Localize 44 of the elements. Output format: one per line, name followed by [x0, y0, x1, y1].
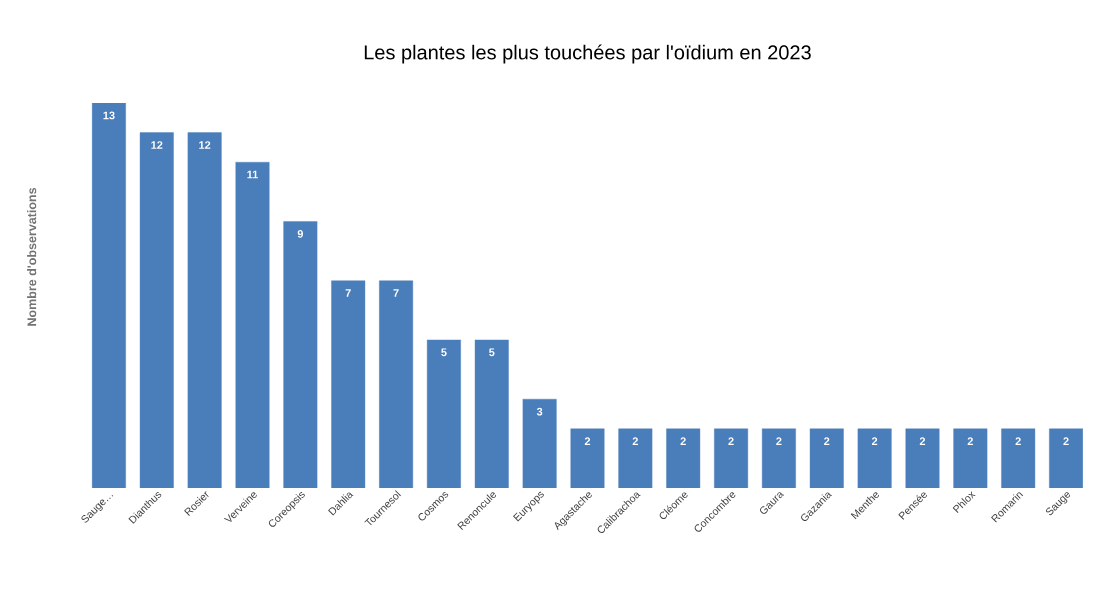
bar [474, 339, 509, 488]
data-label: 13 [103, 111, 115, 120]
data-label: 11 [247, 170, 258, 179]
data-label: 9 [297, 230, 303, 238]
bar [522, 398, 557, 488]
data-label: 2 [1063, 437, 1069, 445]
bar [953, 428, 988, 488]
data-label: 2 [1015, 437, 1021, 445]
bar [857, 428, 892, 488]
bar [235, 162, 270, 488]
bar [283, 221, 318, 488]
bar [139, 132, 174, 488]
data-label: 7 [345, 289, 351, 297]
bar [666, 428, 701, 488]
data-label: 2 [967, 437, 973, 445]
bar [809, 428, 844, 488]
data-label: 2 [776, 437, 782, 445]
data-label: 2 [728, 437, 734, 445]
bar [1001, 428, 1036, 488]
data-label: 12 [151, 141, 163, 149]
data-label: 2 [584, 437, 591, 445]
data-label: 2 [871, 437, 878, 445]
data-label: 7 [393, 289, 399, 297]
data-label: 12 [199, 141, 211, 149]
data-label: 5 [489, 348, 495, 357]
bar [905, 428, 940, 488]
bar [714, 428, 749, 488]
bar [618, 428, 653, 488]
data-label: 2 [632, 437, 638, 445]
data-label: 5 [441, 348, 447, 357]
bar [379, 280, 414, 488]
bar [91, 103, 126, 488]
data-label: 2 [680, 437, 686, 445]
bar [761, 428, 796, 488]
bar [570, 428, 605, 488]
bar [331, 280, 366, 488]
data-label: 3 [536, 407, 543, 416]
bar [426, 339, 461, 488]
bar [1049, 428, 1084, 488]
data-label: 2 [919, 437, 926, 445]
bar [187, 132, 222, 488]
y-axis-title: Nombre d'observations [27, 187, 37, 326]
data-label: 2 [824, 437, 830, 445]
chart-title: Les plantes les plus touchées par l'oïdium en 2023 [364, 44, 811, 64]
